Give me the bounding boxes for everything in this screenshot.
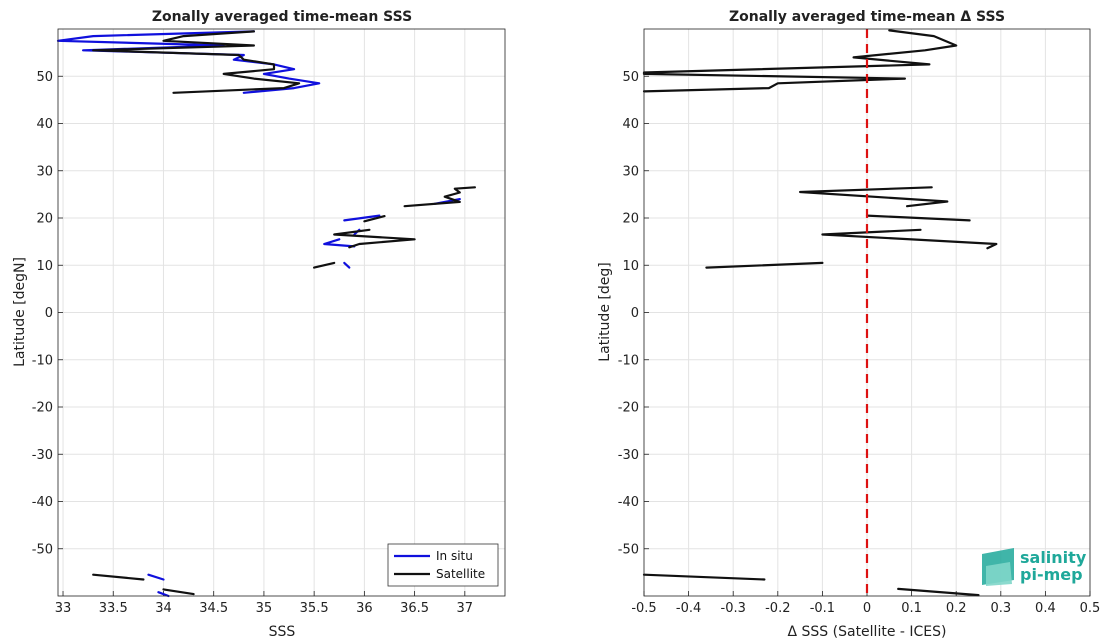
x-tick-label: -0.2 [765, 601, 790, 616]
logo-text-pi-mep: pi-mep [1020, 565, 1083, 584]
right-y-axis-label: Latitude [deg] [597, 262, 613, 361]
x-tick-label: 0.3 [990, 601, 1011, 616]
in-situ-line-segment-8 [157, 591, 170, 598]
salinity-pi-mep-logo: salinity pi-mep [982, 548, 1087, 586]
y-tick-label: -30 [32, 448, 53, 463]
series-1-line-segment-7 [897, 587, 980, 597]
right-axes-frame [643, 28, 1091, 597]
x-tick-label: 0.2 [946, 601, 967, 616]
y-tick-label: 30 [622, 164, 639, 179]
satellite-line-segment-2 [313, 261, 336, 269]
satellite-line-segment-1 [92, 30, 301, 94]
series-1-line-segment-3 [821, 228, 998, 250]
left-axes-frame [57, 28, 506, 597]
y-tick-label: 20 [622, 212, 639, 227]
satellite-line-segment-7 [162, 588, 195, 596]
y-tick-label: 10 [36, 259, 53, 274]
legend: In situ Satellite [387, 543, 499, 587]
x-tick-label: 0.4 [1035, 601, 1056, 616]
left-chart-panel: 33 33.5 34 34.5 35 35.5 36 36.5 37 -50 -40 -30 -20 -1… [12, 9, 506, 640]
y-tick-label: -40 [618, 495, 639, 510]
right-series-lines [642, 29, 998, 597]
y-tick-label: -50 [32, 542, 53, 557]
left-y-axis-label: Latitude [degN] [12, 257, 28, 367]
series-1-line-segment-6 [642, 573, 766, 581]
y-tick-label: 50 [36, 70, 53, 85]
y-tick-label: -50 [618, 542, 639, 557]
x-tick-label: -0.3 [721, 601, 746, 616]
y-tick-label: -40 [32, 495, 53, 510]
y-tick-label: -10 [618, 353, 639, 368]
in-situ-line-segment-7 [147, 573, 165, 581]
left-gridlines [58, 29, 505, 596]
y-tick-label: -20 [32, 401, 53, 416]
right-tick-labels: -0.5 -0.4 -0.3 -0.2 -0.1 0 0.1 0.2 0.3 0.4 0.5 -50 -… [618, 70, 1101, 616]
logo-text-salinity: salinity [1020, 548, 1087, 567]
y-tick-label: -20 [618, 401, 639, 416]
left-tick-labels: 33 33.5 34 34.5 35 35.5 36 36.5 37 -50 -40 -30 -20 -1… [32, 70, 473, 616]
right-chart-panel: -0.5 -0.4 -0.3 -0.2 -0.1 0 0.1 0.2 0.3 0.4 0.5 -50 -… [597, 9, 1100, 640]
left-series-lines [56, 30, 476, 598]
left-x-axis-label: SSS [269, 624, 296, 640]
logo-wave-shape-light [986, 562, 1012, 586]
legend-box [387, 543, 499, 587]
x-tick-label: -0.1 [810, 601, 835, 616]
series-1-line-segment-1 [642, 29, 958, 93]
in-situ-line-segment-5 [343, 214, 381, 222]
y-tick-label: -10 [32, 353, 53, 368]
y-tick-label: 40 [36, 117, 53, 132]
right-gridlines [643, 29, 1091, 596]
y-tick-label: 30 [36, 164, 53, 179]
series-1-line-segment-2 [705, 261, 824, 269]
x-tick-label: 36 [356, 601, 373, 616]
y-tick-label: 40 [622, 117, 639, 132]
y-tick-label: 0 [631, 306, 639, 321]
x-tick-label: 35 [256, 601, 273, 616]
in-situ-line-segment-2 [343, 261, 351, 269]
x-tick-label: 33 [55, 601, 72, 616]
y-tick-label: 20 [36, 212, 53, 227]
left-chart-title: Zonally averaged time-mean SSS [152, 9, 412, 25]
satellite-line-segment-5 [403, 186, 476, 208]
right-x-axis-label: Δ SSS (Satellite - ICES) [788, 624, 947, 640]
legend-label-satellite: Satellite [436, 567, 485, 581]
y-tick-label: 0 [45, 306, 53, 321]
y-tick-label: -30 [618, 448, 639, 463]
x-tick-label: 34.5 [199, 601, 228, 616]
legend-label-in-situ: In situ [436, 549, 473, 563]
series-1-line-segment-4 [865, 214, 971, 222]
x-tick-label: -0.4 [676, 601, 701, 616]
x-tick-label: 37 [457, 601, 474, 616]
series-1-line-segment-5 [798, 186, 949, 208]
x-tick-label: 0.1 [901, 601, 922, 616]
satellite-line-segment-6 [92, 573, 145, 581]
y-tick-label: 50 [622, 70, 639, 85]
y-tick-label: 10 [622, 259, 639, 274]
satellite-line-segment-4 [363, 215, 386, 223]
in-situ-line-segment-3 [323, 238, 356, 248]
x-tick-label: -0.5 [631, 601, 656, 616]
x-tick-label: 35.5 [300, 601, 329, 616]
x-tick-label: 34 [155, 601, 172, 616]
satellite-line-segment-3 [333, 228, 416, 249]
x-tick-label: 36.5 [400, 601, 429, 616]
x-tick-label: 0.5 [1080, 601, 1101, 616]
x-tick-label: 33.5 [99, 601, 128, 616]
x-tick-label: 0 [863, 601, 871, 616]
right-chart-title: Zonally averaged time-mean Δ SSS [729, 9, 1005, 25]
